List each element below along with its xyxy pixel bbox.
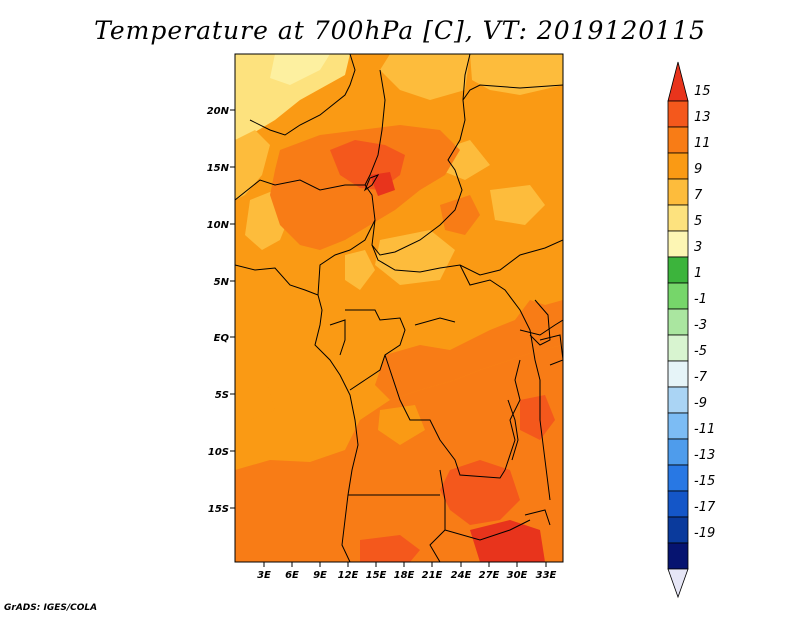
- colorbar-label: 9: [694, 162, 702, 177]
- colorbar-swatch: [667, 100, 689, 128]
- colorbar-swatch: [667, 204, 689, 232]
- colorbar: 15 13 11 9 7 5 3 1 -1 -3 -5 -7 -9 -11 -13 -15 -17 -19: [667, 61, 716, 599]
- colorbar-swatch: [667, 256, 689, 284]
- lat-label-15n: 15N: [207, 163, 230, 174]
- lat-label-eq: EQ: [214, 333, 230, 344]
- lat-label-10n: 10N: [207, 220, 230, 231]
- map-frame: [234, 53, 564, 563]
- colorbar-swatch: [667, 308, 689, 336]
- colorbar-swatch: [667, 282, 689, 310]
- colorbar-label: -17: [694, 500, 716, 515]
- colorbar-swatch: [667, 412, 689, 440]
- colorbar-swatch: [667, 568, 689, 599]
- grads-credit: GrADS: IGES/COLA: [4, 603, 98, 613]
- colorbar-label: 13: [694, 110, 711, 125]
- colorbar-swatch: [667, 360, 689, 388]
- colorbar-swatch: [667, 386, 689, 414]
- colorbar-swatch: [667, 464, 689, 492]
- colorbar-label: 11: [694, 136, 711, 151]
- colorbar-label: -9: [694, 396, 707, 411]
- lon-label-6e: 6E: [285, 570, 299, 581]
- colorbar-label: 3: [694, 240, 702, 255]
- lat-label-10s: 10S: [208, 447, 229, 458]
- lon-label-15e: 15E: [366, 570, 387, 581]
- colorbar-label: -7: [694, 370, 708, 385]
- longitude-axis: 3E 6E 9E 12E 15E 18E 21E 24E 27E 30E 33E: [257, 562, 557, 581]
- colorbar-label: 15: [694, 84, 711, 99]
- lon-label-30e: 30E: [507, 570, 528, 581]
- lon-label-33e: 33E: [536, 570, 557, 581]
- colorbar-swatch: [667, 542, 689, 570]
- colorbar-label: -13: [694, 448, 715, 463]
- lat-label-5n: 5N: [214, 277, 230, 288]
- map-title: Temperature at 700hPa [C], VT: 201912011…: [94, 16, 706, 45]
- colorbar-swatch: [667, 152, 689, 180]
- colorbar-label: -15: [694, 474, 715, 489]
- lon-label-21e: 21E: [422, 570, 443, 581]
- country-borders: [235, 54, 563, 562]
- colorbar-label: 1: [694, 266, 702, 281]
- lon-label-24e: 24E: [451, 570, 472, 581]
- colorbar-label: -19: [694, 526, 715, 541]
- colorbar-swatch: [667, 126, 689, 154]
- lon-label-27e: 27E: [479, 570, 500, 581]
- colorbar-label: -5: [694, 344, 707, 359]
- colorbar-label: 7: [694, 188, 703, 203]
- colorbar-label: -1: [694, 292, 707, 307]
- lon-label-3e: 3E: [257, 570, 271, 581]
- lat-label-15s: 15S: [208, 504, 229, 515]
- latitude-axis: 20N 15N 10N 5N EQ 5S 10S 15S: [207, 106, 235, 515]
- colorbar-swatch: [667, 438, 689, 466]
- colorbar-label: 5: [694, 214, 702, 229]
- lon-label-18e: 18E: [394, 570, 415, 581]
- temperature-field: [235, 54, 563, 562]
- lon-label-9e: 9E: [313, 570, 327, 581]
- lat-label-20n: 20N: [207, 106, 230, 117]
- colorbar-swatch: [667, 490, 689, 518]
- lat-label-5s: 5S: [215, 390, 229, 401]
- lon-label-12e: 12E: [338, 570, 359, 581]
- colorbar-swatch: [667, 516, 689, 544]
- colorbar-label: -11: [694, 422, 715, 437]
- colorbar-swatch: [667, 230, 689, 258]
- colorbar-label: -3: [694, 318, 707, 333]
- colorbar-swatch: [667, 61, 689, 102]
- colorbar-swatch: [667, 334, 689, 362]
- colorbar-swatch: [667, 178, 689, 206]
